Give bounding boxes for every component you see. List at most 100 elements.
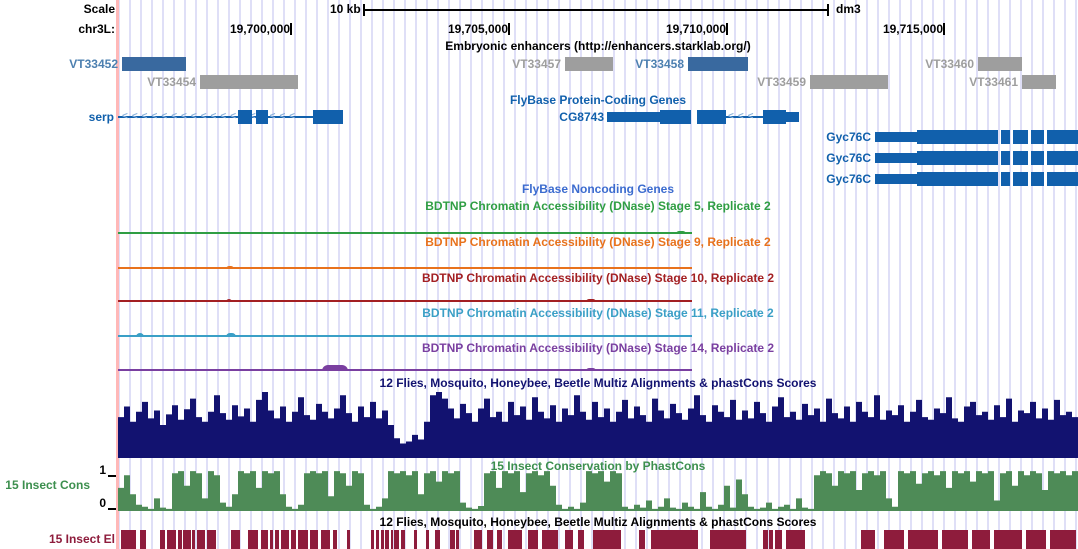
conserved-element[interactable] bbox=[565, 530, 573, 549]
multiz-track-title[interactable]: 12 Flies, Mosquito, Honeybee, Beetle Mul… bbox=[379, 376, 817, 390]
gene-exon[interactable] bbox=[763, 110, 786, 124]
conserved-element[interactable] bbox=[639, 530, 645, 549]
conserved-element[interactable] bbox=[261, 530, 268, 549]
conserved-element[interactable] bbox=[401, 530, 405, 549]
conserved-element[interactable] bbox=[972, 530, 990, 549]
conserved-element[interactable] bbox=[542, 530, 558, 549]
conserved-element[interactable] bbox=[394, 530, 399, 549]
gene-exon[interactable] bbox=[238, 110, 252, 124]
coding-genes-track-title[interactable]: FlyBase Protein-Coding Genes bbox=[509, 93, 687, 107]
conserved-element[interactable] bbox=[310, 530, 318, 549]
conserved-element[interactable] bbox=[178, 530, 182, 549]
gene-exon[interactable] bbox=[1031, 130, 1044, 144]
conserved-element[interactable] bbox=[275, 530, 279, 549]
conserved-element[interactable] bbox=[942, 530, 968, 549]
enhancers-track-title[interactable]: Embryonic enhancers (http://enhancers.st… bbox=[445, 39, 751, 53]
conserved-element[interactable] bbox=[160, 530, 165, 549]
conserved-element[interactable] bbox=[183, 530, 191, 549]
conserved-element[interactable] bbox=[281, 530, 289, 549]
conservation-track-title[interactable]: 15 Insect Conservation by PhastCons bbox=[490, 459, 706, 473]
conserved-element[interactable] bbox=[371, 530, 374, 549]
gene-exon[interactable] bbox=[1001, 172, 1010, 186]
conserved-element[interactable] bbox=[381, 530, 384, 549]
conserved-element[interactable] bbox=[192, 530, 195, 549]
bdtnp-signal-baseline[interactable] bbox=[118, 232, 692, 234]
conserved-element[interactable] bbox=[167, 530, 176, 549]
conserved-element[interactable] bbox=[248, 530, 258, 549]
gene-exon[interactable] bbox=[917, 151, 998, 165]
conserved-element[interactable] bbox=[298, 530, 308, 549]
conserved-element[interactable] bbox=[861, 530, 875, 549]
enhancer-item[interactable] bbox=[978, 57, 1022, 71]
gene-exon[interactable] bbox=[1013, 130, 1028, 144]
gene-exon[interactable] bbox=[1047, 151, 1078, 165]
bdtnp-signal-baseline[interactable] bbox=[118, 300, 692, 302]
gene-exon[interactable] bbox=[1013, 151, 1028, 165]
conserved-element[interactable] bbox=[1026, 530, 1046, 549]
bdtnp-signal-baseline[interactable] bbox=[118, 335, 692, 337]
gene-exon[interactable] bbox=[1001, 151, 1010, 165]
enhancer-item[interactable] bbox=[200, 75, 298, 89]
gene-cds-bar[interactable] bbox=[875, 153, 917, 163]
conserved-element[interactable] bbox=[291, 530, 296, 549]
conserved-element[interactable] bbox=[528, 530, 538, 549]
conserved-element[interactable] bbox=[908, 530, 938, 549]
bdtnp-track-title[interactable]: BDTNP Chromatin Accessibility (DNase) St… bbox=[421, 271, 775, 285]
conserved-element[interactable] bbox=[121, 530, 136, 549]
bdtnp-signal-baseline[interactable] bbox=[118, 267, 692, 269]
bdtnp-track-title[interactable]: BDTNP Chromatin Accessibility (DNase) St… bbox=[425, 235, 771, 249]
enhancer-item[interactable] bbox=[688, 57, 748, 71]
conserved-element[interactable] bbox=[347, 530, 350, 549]
gene-cds-bar[interactable] bbox=[786, 112, 799, 122]
bdtnp-track-title[interactable]: BDTNP Chromatin Accessibility (DNase) St… bbox=[425, 199, 771, 213]
conserved-element[interactable] bbox=[140, 530, 146, 549]
conserved-element[interactable] bbox=[994, 530, 1022, 549]
bdtnp-track-title[interactable]: BDTNP Chromatin Accessibility (DNase) St… bbox=[422, 306, 774, 320]
insect-elements-label[interactable]: 15 Insect El bbox=[48, 532, 115, 546]
gene-exon[interactable] bbox=[1047, 172, 1078, 186]
conserved-element[interactable] bbox=[450, 530, 455, 549]
gene-exon[interactable] bbox=[697, 110, 726, 124]
conservation-side-label[interactable]: 15 Insect Cons bbox=[5, 478, 90, 492]
gene-cds-bar[interactable] bbox=[875, 132, 917, 142]
gene-exon[interactable] bbox=[917, 172, 998, 186]
conserved-element[interactable] bbox=[321, 530, 330, 549]
gene-intron-line[interactable] bbox=[726, 116, 764, 118]
gene-exon[interactable] bbox=[660, 110, 691, 124]
gene-intron-line[interactable] bbox=[118, 116, 316, 118]
conserved-element[interactable] bbox=[593, 530, 621, 549]
conserved-element[interactable] bbox=[426, 530, 429, 549]
gene-exon[interactable] bbox=[1031, 172, 1044, 186]
gene-cds-bar[interactable] bbox=[875, 174, 917, 184]
conserved-element[interactable] bbox=[508, 530, 522, 549]
conserved-element[interactable] bbox=[769, 530, 773, 549]
conserved-element[interactable] bbox=[231, 530, 240, 549]
conserved-element[interactable] bbox=[333, 530, 337, 549]
gene-exon[interactable] bbox=[1031, 151, 1044, 165]
conservation-histogram[interactable] bbox=[118, 469, 1078, 511]
conserved-element[interactable] bbox=[435, 530, 440, 549]
conserved-element[interactable] bbox=[578, 530, 584, 549]
conserved-element[interactable] bbox=[391, 530, 393, 549]
enhancer-item[interactable] bbox=[565, 57, 613, 71]
conserved-element[interactable] bbox=[497, 530, 502, 549]
noncoding-genes-track-title[interactable]: FlyBase Noncoding Genes bbox=[521, 182, 675, 196]
gene-exon[interactable] bbox=[313, 110, 343, 124]
bdtnp-signal-baseline[interactable] bbox=[118, 369, 692, 371]
gene-cds-bar[interactable] bbox=[607, 112, 660, 122]
conserved-element[interactable] bbox=[884, 530, 904, 549]
conserved-element[interactable] bbox=[775, 530, 782, 549]
conserved-element[interactable] bbox=[414, 530, 417, 549]
conserved-element[interactable] bbox=[270, 530, 273, 549]
bdtnp-track-title[interactable]: BDTNP Chromatin Accessibility (DNase) St… bbox=[421, 341, 775, 355]
conserved-element[interactable] bbox=[376, 530, 379, 549]
conserved-element[interactable] bbox=[763, 530, 768, 549]
gene-exon[interactable] bbox=[917, 130, 998, 144]
gene-exon[interactable] bbox=[256, 110, 268, 124]
conserved-element[interactable] bbox=[710, 530, 746, 549]
conserved-element[interactable] bbox=[456, 530, 459, 549]
conserved-element[interactable] bbox=[474, 530, 482, 549]
conserved-element[interactable] bbox=[651, 530, 698, 549]
conserved-element[interactable] bbox=[207, 530, 216, 549]
enhancer-item[interactable] bbox=[810, 75, 888, 89]
